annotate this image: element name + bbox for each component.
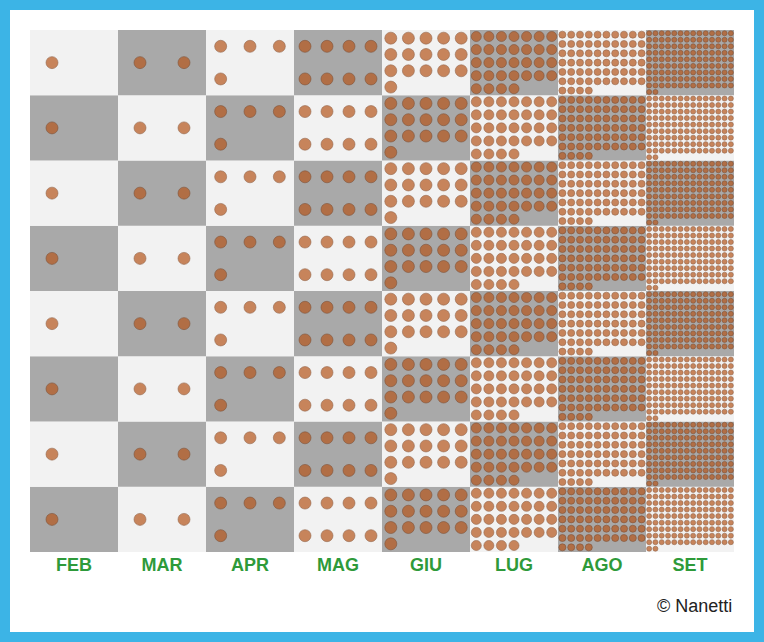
svg-text:APR: APR <box>231 555 269 575</box>
svg-text:AGO: AGO <box>581 555 622 575</box>
svg-text:GIU: GIU <box>410 555 442 575</box>
svg-text:MAR: MAR <box>142 555 183 575</box>
svg-text:SET: SET <box>672 555 707 575</box>
svg-text:LUG: LUG <box>495 555 533 575</box>
svg-text:© Nanetti: © Nanetti <box>657 596 732 616</box>
svg-text:FEB: FEB <box>56 555 92 575</box>
svg-text:MAG: MAG <box>317 555 359 575</box>
